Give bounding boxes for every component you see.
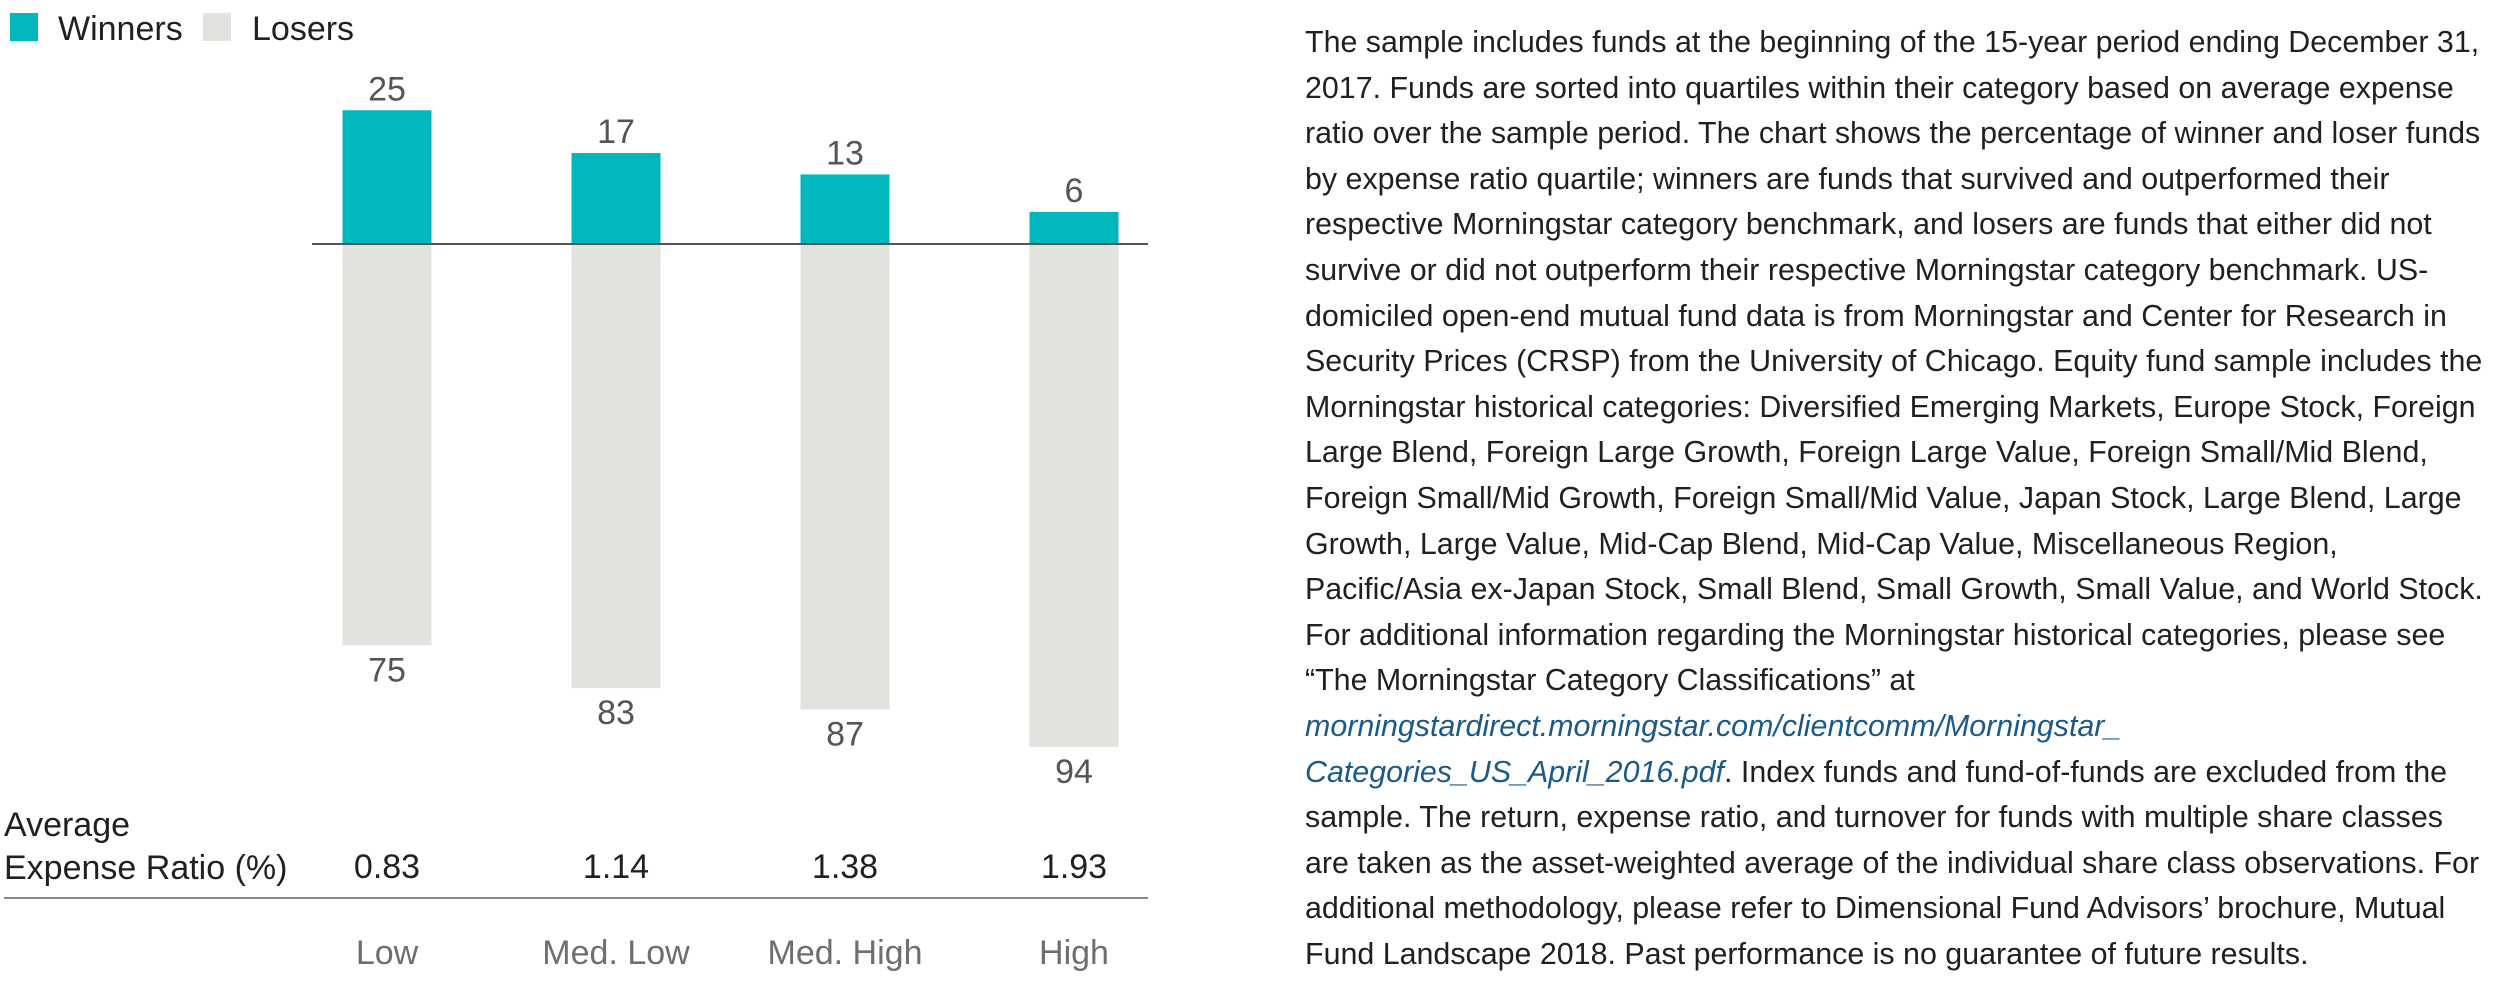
bar-chart: Winners Losers 25 75 0.83 Low 17 83 1.14 Med. L… [4, 10, 1148, 972]
legend-winners-swatch [10, 13, 38, 41]
notes-text: The sample includes funds at the beginni… [1305, 25, 2483, 698]
losers-bar [342, 244, 432, 646]
bars-group [342, 110, 1119, 747]
winners-bar [800, 174, 890, 244]
expense-ratio-value: 1.38 [812, 848, 878, 886]
category-tick-label: Med. High [768, 934, 923, 972]
expense-ratio-value: 1.14 [583, 848, 649, 886]
winners-value-label: 6 [1065, 172, 1084, 210]
losers-value-label: 83 [597, 694, 635, 732]
winners-bar [571, 153, 661, 244]
category-tick-label: Low [356, 934, 419, 972]
legend-winners-label: Winners [58, 10, 183, 48]
losers-value-label: 94 [1055, 753, 1093, 791]
notes-text-continued: . Index funds and fund-of-funds are excl… [1305, 754, 2480, 971]
expense-ratio-label-line1: Average [4, 806, 130, 844]
losers-bar [1029, 244, 1119, 747]
expense-ratio-value: 1.93 [1041, 848, 1107, 886]
winners-value-label: 17 [597, 113, 635, 151]
category-tick-label: High [1039, 934, 1109, 972]
winners-value-label: 13 [826, 134, 864, 172]
morningstar-categories-link[interactable]: morningstardirect.morningstar.com/client… [1305, 708, 2122, 789]
methodology-notes: The sample includes funds at the beginni… [1305, 20, 2490, 977]
labels-group: 25 75 0.83 Low 17 83 1.14 Med. Low 13 87 1.38 Med. … [354, 70, 1109, 972]
winners-bar [342, 110, 432, 244]
legend: Winners Losers [10, 10, 354, 48]
expense-ratio-label-line2: Expense Ratio (%) [4, 849, 287, 887]
losers-bar [571, 244, 661, 689]
losers-value-label: 87 [826, 715, 864, 753]
expense-ratio-value: 0.83 [354, 848, 420, 886]
category-tick-label: Med. Low [542, 934, 690, 972]
winners-bar [1029, 211, 1119, 244]
legend-losers-swatch [203, 13, 231, 41]
losers-bar [800, 244, 890, 710]
winners-value-label: 25 [368, 70, 406, 108]
legend-losers-label: Losers [252, 10, 354, 48]
losers-value-label: 75 [368, 651, 406, 689]
